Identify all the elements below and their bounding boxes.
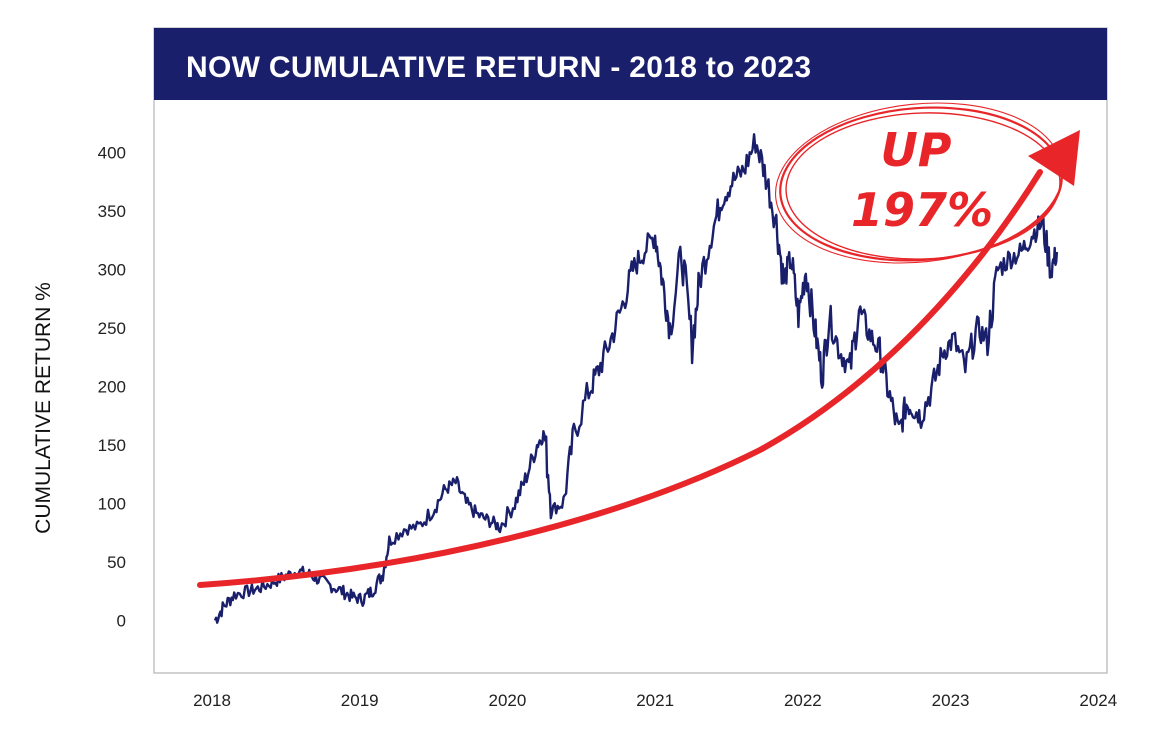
x-tick-label: 2024 [1079, 691, 1117, 710]
x-tick-label: 2022 [784, 691, 822, 710]
y-tick-label: 350 [98, 202, 126, 221]
annotation-circle: UP 197% [775, 102, 1063, 264]
title-banner [154, 28, 1107, 100]
x-tick-label: 2020 [489, 691, 527, 710]
y-tick-label: 100 [98, 494, 126, 513]
annotation-text-percent: 197% [851, 183, 993, 237]
trend-arrow-line [197, 169, 1043, 588]
y-tick-label: 0 [117, 611, 126, 630]
y-tick-label: 150 [98, 436, 126, 455]
y-axis-ticks: 0 50 100 150 200 250 300 350 400 [98, 144, 126, 631]
x-tick-label: 2021 [636, 691, 674, 710]
y-tick-label: 400 [98, 144, 126, 163]
annotation-text-up: UP [880, 123, 951, 177]
trend-arrow-head-icon [1028, 130, 1080, 186]
x-axis-ticks: 2018 2019 2020 2021 2022 2023 2024 [193, 691, 1117, 710]
series-line [213, 133, 1059, 624]
y-axis-label: CUMULATIVE RETURN % [32, 282, 55, 534]
chart-title: NOW CUMULATIVE RETURN - 2018 to 2023 [186, 51, 811, 84]
x-tick-label: 2018 [193, 691, 231, 710]
y-tick-label: 50 [107, 553, 126, 572]
x-tick-label: 2023 [932, 691, 970, 710]
x-tick-label: 2019 [341, 691, 379, 710]
y-tick-label: 300 [98, 261, 126, 280]
y-tick-label: 200 [98, 378, 126, 397]
y-tick-label: 250 [98, 319, 126, 338]
